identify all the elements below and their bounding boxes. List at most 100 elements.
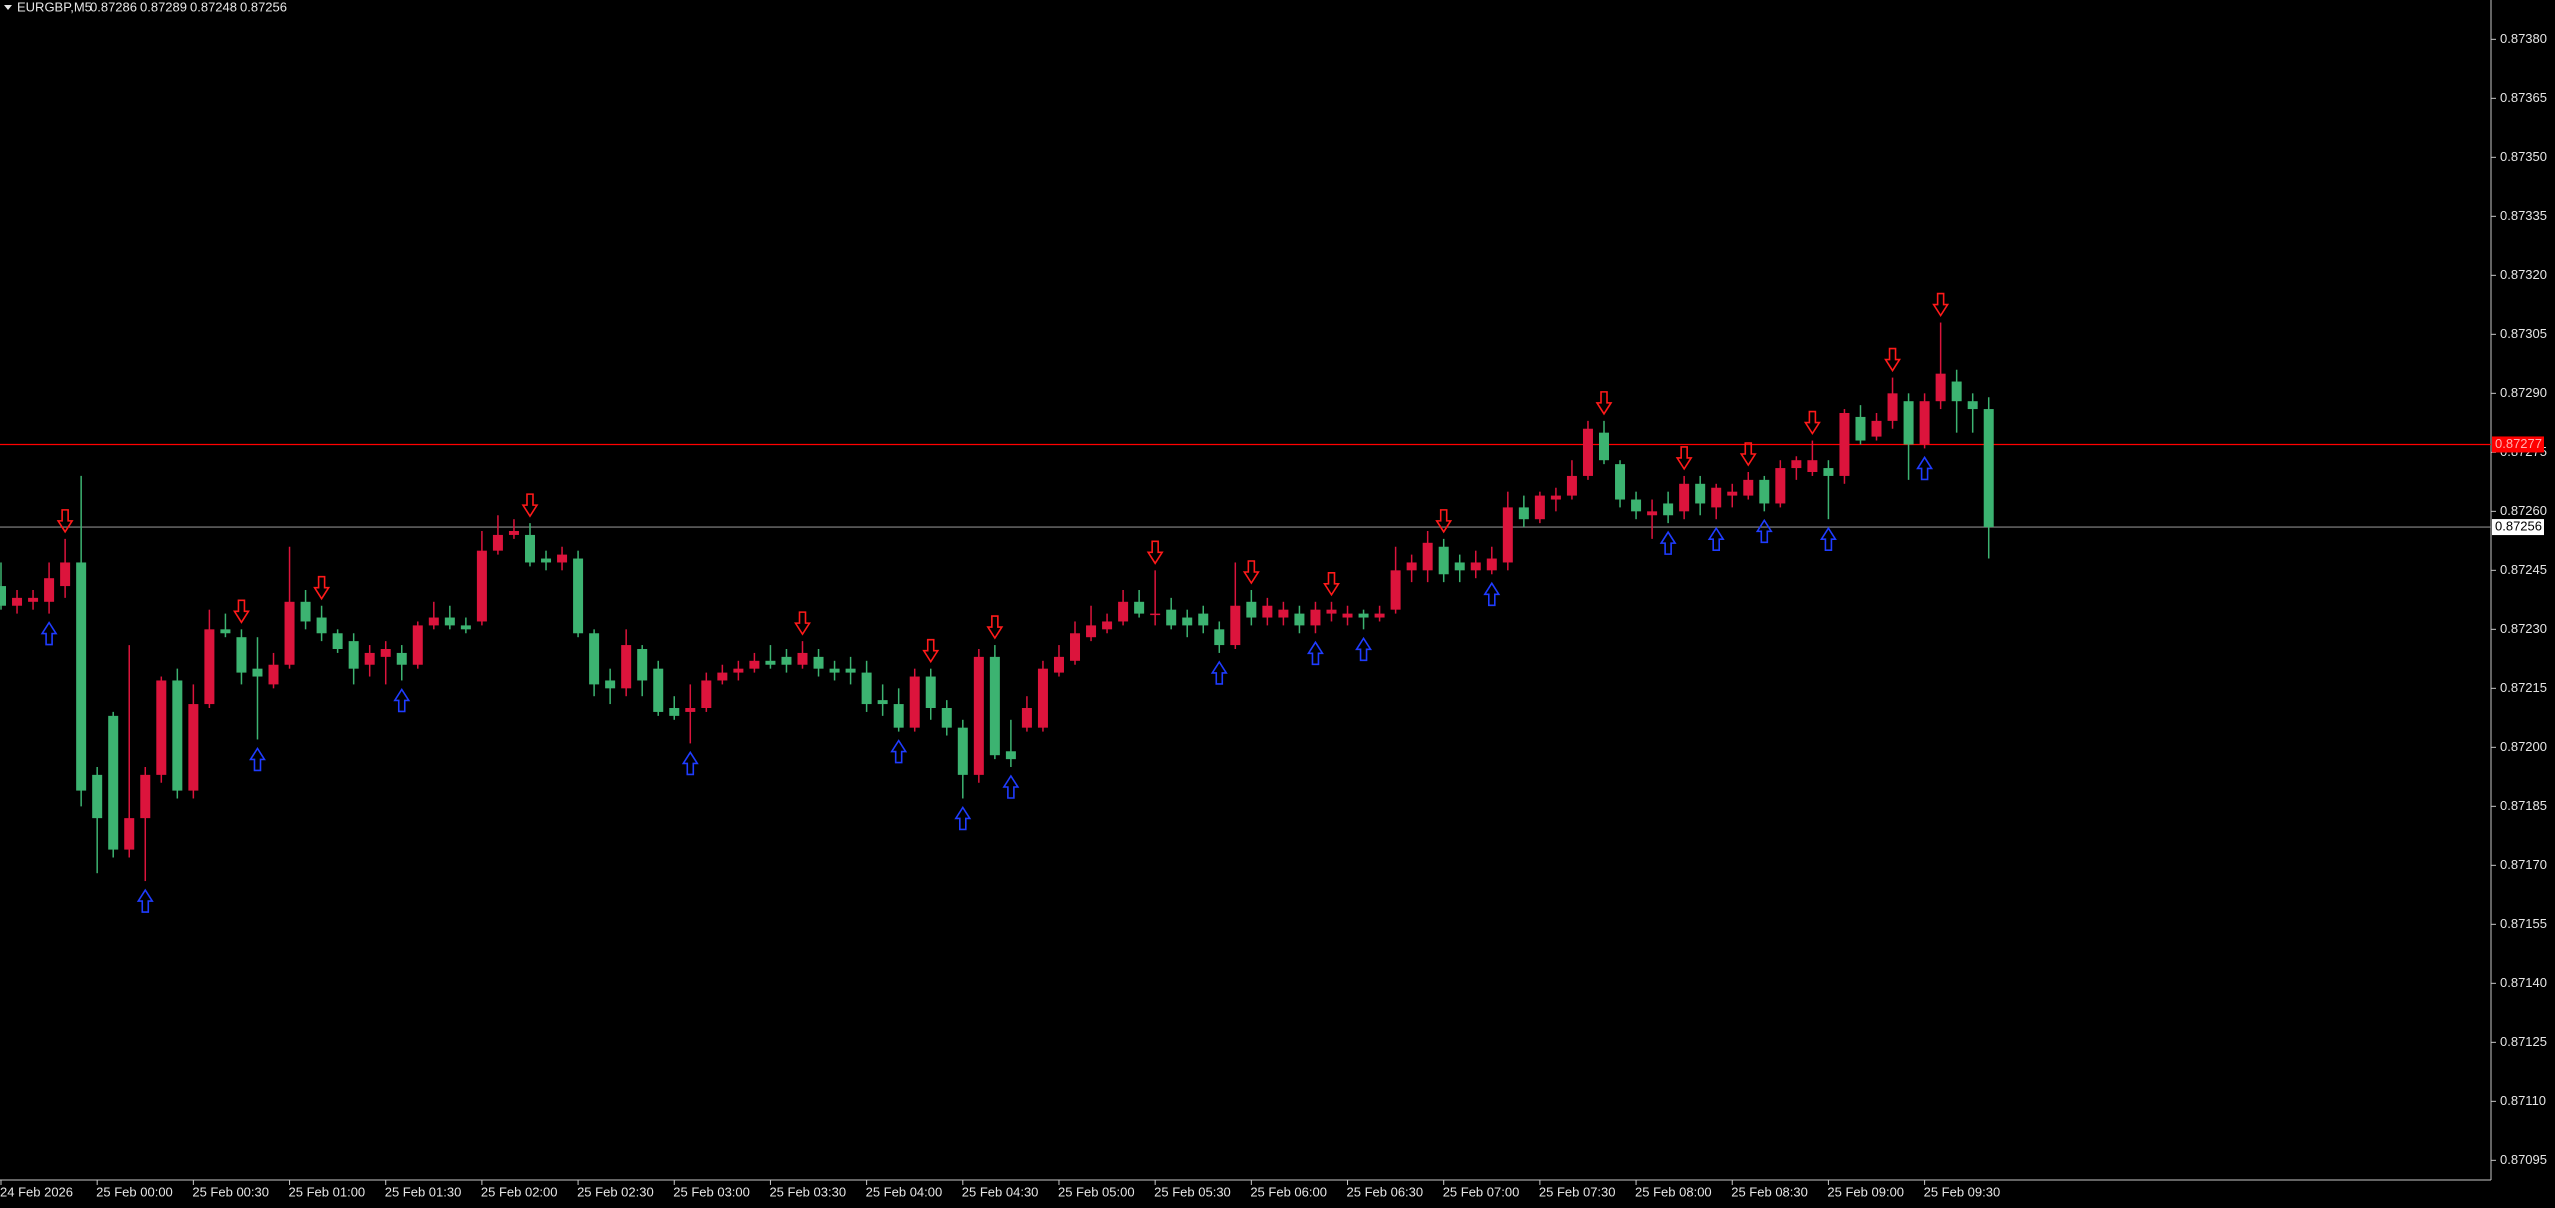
candle-body: [12, 597, 23, 606]
candle-body: [605, 680, 616, 689]
candle-body: [1983, 409, 1994, 528]
candle-body: [460, 625, 471, 630]
x-tick-label: 25 Feb 03:00: [673, 1184, 750, 1199]
candle-body: [204, 629, 215, 705]
x-tick-label: 25 Feb 03:30: [769, 1184, 846, 1199]
candle-body: [877, 700, 888, 705]
header-close: 0.87256: [240, 0, 287, 14]
candle-body: [957, 727, 968, 775]
candle-body: [1871, 420, 1882, 437]
candle-body: [172, 680, 183, 791]
candle-body: [1695, 483, 1706, 504]
candle-body: [0, 586, 6, 606]
candle-body: [1823, 468, 1834, 476]
candle-body: [156, 680, 167, 775]
candle-body: [1470, 562, 1481, 571]
candle-body: [316, 617, 327, 634]
candle-body: [1679, 483, 1690, 512]
y-tick-label: 0.87230: [2500, 621, 2547, 636]
candle-body: [813, 656, 824, 669]
candle-body: [1647, 511, 1658, 516]
candle-body: [669, 708, 680, 716]
candle-body: [1711, 487, 1722, 508]
y-tick-label: 0.87320: [2500, 267, 2547, 282]
y-tick-label: 0.87245: [2500, 562, 2547, 577]
x-tick-label: 25 Feb 06:30: [1347, 1184, 1424, 1199]
candle-body: [1166, 609, 1177, 626]
candle-body: [1454, 562, 1465, 571]
candle-body: [1855, 416, 1866, 441]
x-tick-label: 25 Feb 01:00: [289, 1184, 366, 1199]
candle-body: [781, 656, 792, 665]
y-tick-label: 0.87110: [2500, 1093, 2546, 1108]
y-tick-label: 0.87095: [2500, 1152, 2547, 1167]
candle-body: [653, 668, 664, 712]
candle-body: [1086, 625, 1097, 638]
candle-body: [989, 656, 1000, 756]
candle-body: [1887, 393, 1898, 421]
candle-body: [893, 704, 904, 728]
candle-body: [124, 818, 135, 850]
candle-body: [1566, 475, 1577, 496]
candle-body: [1262, 605, 1273, 618]
candle-body: [444, 617, 455, 626]
y-tick-label: 0.87125: [2500, 1034, 2547, 1049]
candle-body: [1743, 479, 1754, 496]
candle-body: [1134, 601, 1145, 614]
candle-body: [701, 680, 712, 708]
candle-body: [1326, 609, 1337, 614]
x-tick-label: 25 Feb 08:30: [1731, 1184, 1808, 1199]
up-arrow: [40, 621, 58, 646]
up-arrow: [1483, 581, 1501, 607]
candle-body: [1021, 708, 1032, 728]
down-arrow: [1884, 347, 1901, 373]
y-tick-label: 0.87350: [2500, 149, 2547, 164]
candle-body: [524, 534, 535, 563]
down-arrow: [56, 509, 74, 534]
candle-body: [1534, 495, 1545, 520]
down-arrow: [922, 638, 940, 664]
y-tick-label: 0.87155: [2500, 916, 2547, 931]
candle-body: [1310, 609, 1321, 626]
down-arrow: [794, 611, 811, 636]
down-arrow: [1739, 442, 1757, 467]
x-tick-label: 25 Feb 05:30: [1154, 1184, 1231, 1199]
x-tick-label: 25 Feb 00:00: [96, 1184, 173, 1199]
y-tick-label: 0.87380: [2500, 31, 2547, 46]
y-tick-label: 0.87215: [2500, 680, 2547, 695]
down-arrow: [986, 615, 1004, 640]
candle-body: [252, 668, 263, 677]
up-arrow: [1755, 518, 1773, 544]
up-arrow: [249, 746, 266, 772]
candle-body: [941, 708, 952, 728]
candle-body: [1053, 656, 1064, 673]
up-arrow: [1002, 774, 1020, 799]
y-tick-label: 0.87185: [2500, 798, 2547, 813]
down-arrow: [313, 575, 331, 601]
candle-body: [28, 597, 39, 602]
up-arrow: [1210, 660, 1228, 685]
candle-body: [717, 672, 728, 681]
bid-price-label: 0.87256: [2495, 519, 2542, 534]
candle-body: [1951, 381, 1962, 402]
candle-body: [909, 676, 920, 728]
up-arrow: [1307, 640, 1324, 666]
candle-body: [1182, 617, 1193, 626]
candle-body: [60, 562, 71, 587]
candle-body: [1342, 613, 1353, 618]
down-arrow: [1595, 391, 1613, 416]
candle-body: [140, 774, 151, 819]
candle-body: [1775, 468, 1786, 504]
candle-body: [541, 558, 552, 563]
candle-body: [1278, 609, 1289, 618]
up-arrow: [954, 805, 972, 831]
symbol-menu-icon[interactable]: [4, 5, 12, 10]
candle-body: [1582, 428, 1593, 476]
candle-body: [733, 668, 744, 673]
down-arrow: [1675, 446, 1693, 471]
x-tick-label: 25 Feb 00:30: [192, 1184, 269, 1199]
candle-body: [797, 652, 808, 665]
candle-body: [396, 652, 407, 665]
